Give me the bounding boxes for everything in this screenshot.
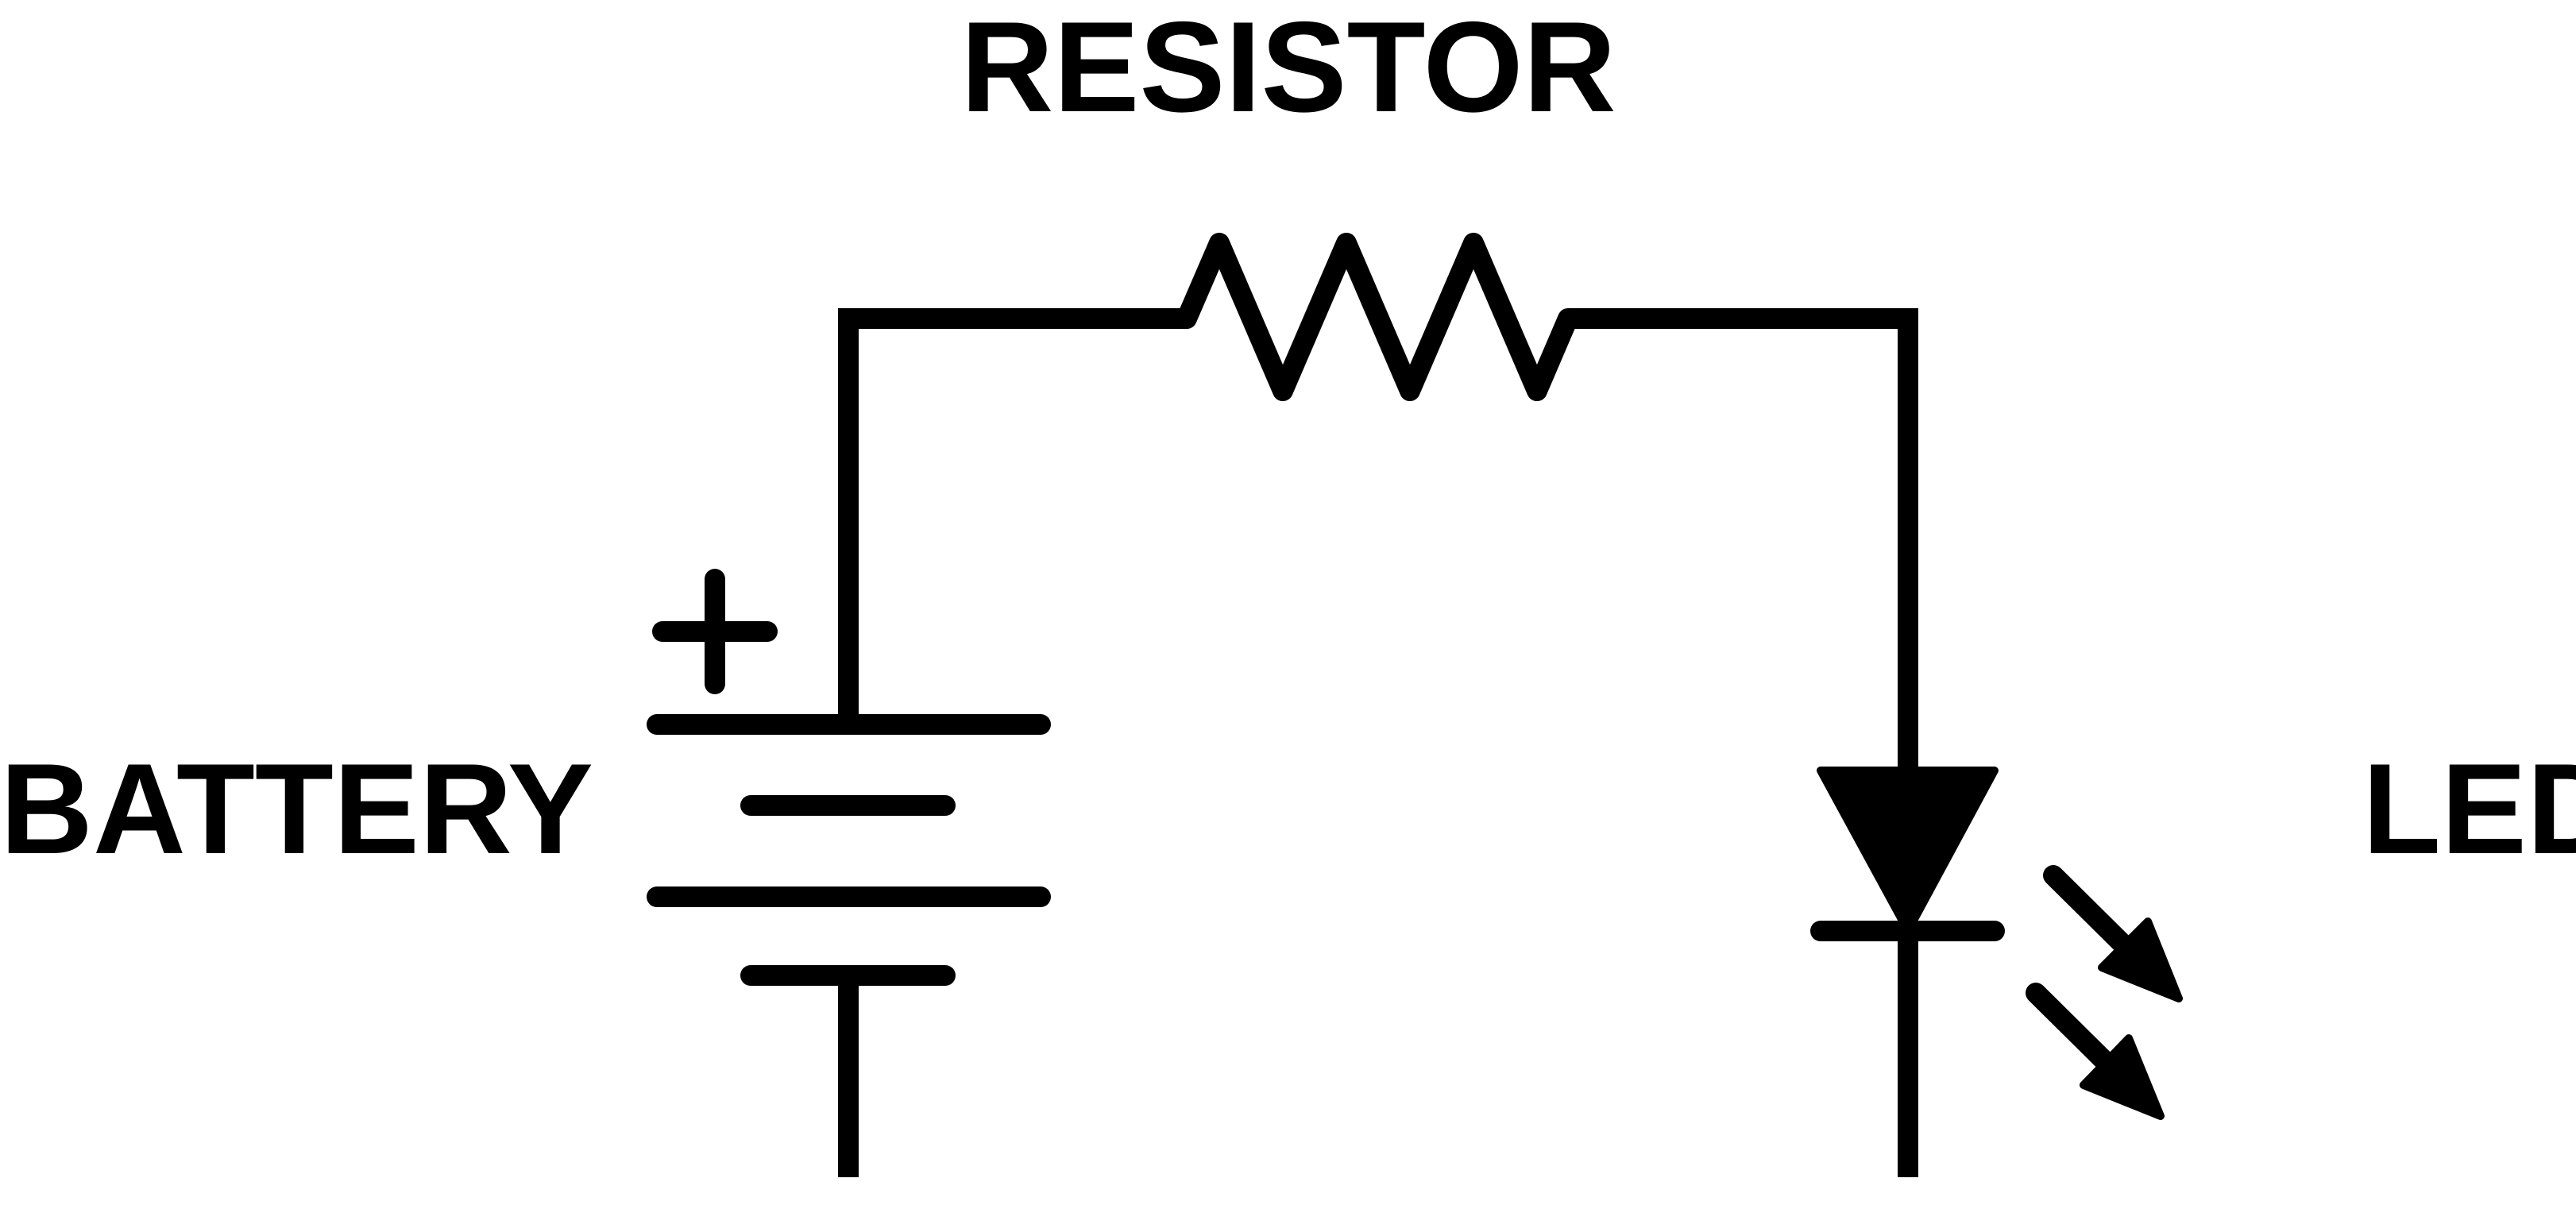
wire-right-top <box>1568 308 1918 771</box>
battery-positive-icon <box>652 569 778 694</box>
battery-symbol <box>647 714 1051 986</box>
wire-left-top <box>838 308 1187 724</box>
resistor-label: RESISTOR <box>960 0 1616 139</box>
led-light-arrows-icon <box>2026 865 2183 1120</box>
led-diode-triangle <box>1817 767 1999 935</box>
circuit-wires <box>838 308 1918 1177</box>
battery-label: BATTERY <box>0 737 593 881</box>
resistor-symbol <box>1176 233 1578 401</box>
led-symbol <box>1810 767 2005 941</box>
led-label: LED <box>2362 737 2576 881</box>
